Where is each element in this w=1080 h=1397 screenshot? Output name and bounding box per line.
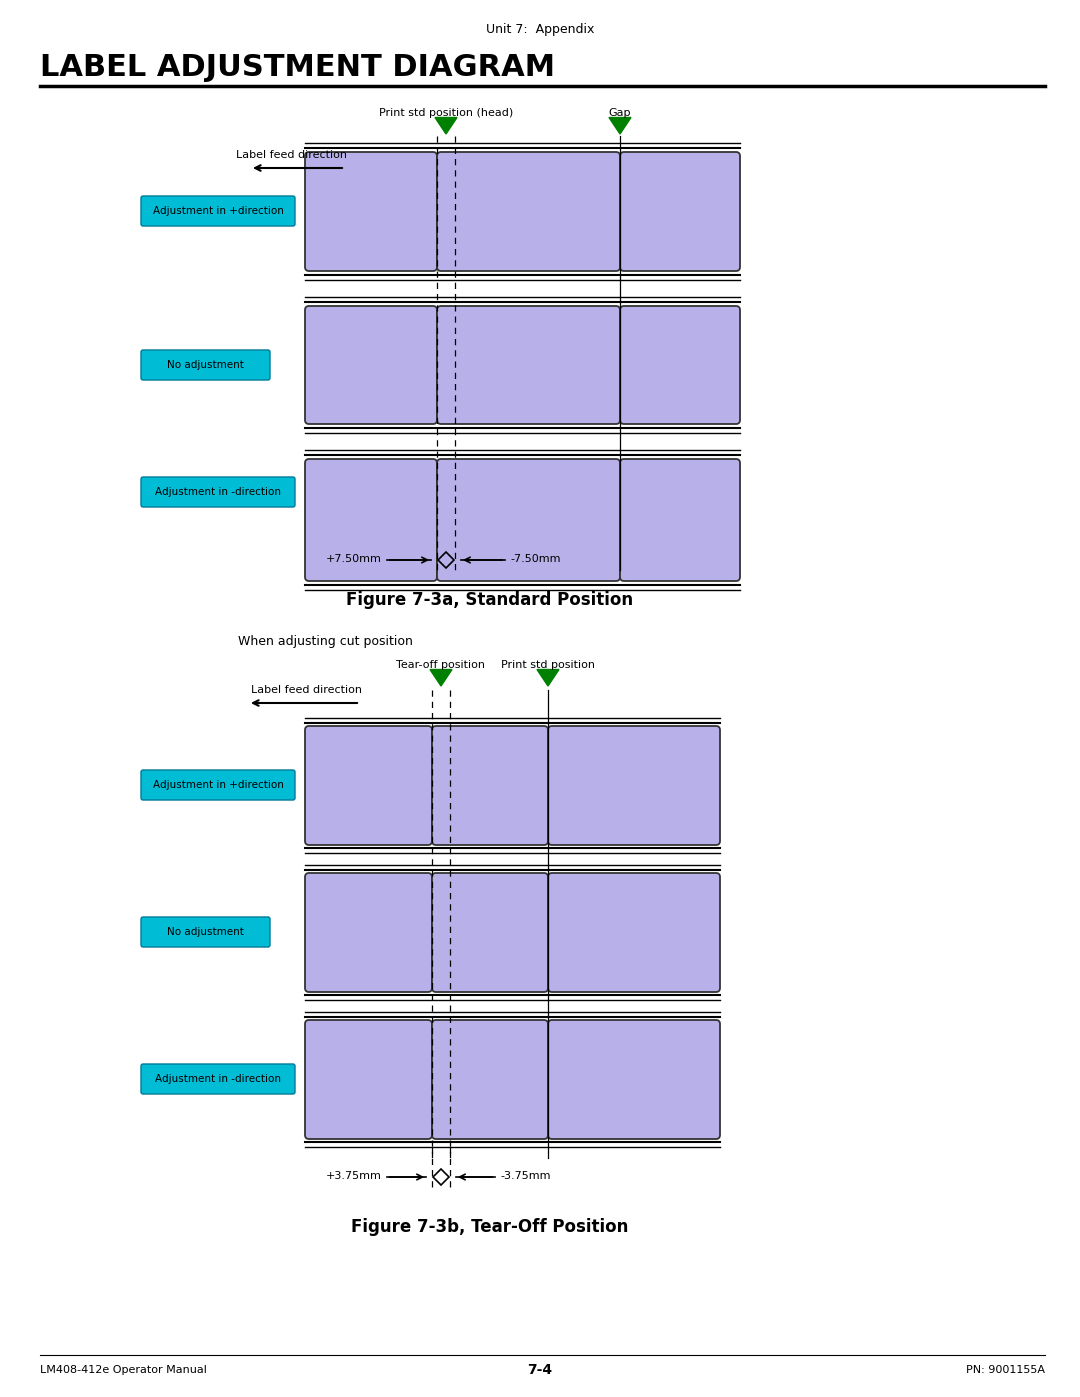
FancyBboxPatch shape <box>548 873 720 992</box>
FancyBboxPatch shape <box>432 1020 548 1139</box>
FancyBboxPatch shape <box>141 916 270 947</box>
Text: Adjustment in +direction: Adjustment in +direction <box>152 780 283 789</box>
Text: 7-4: 7-4 <box>527 1363 553 1377</box>
FancyBboxPatch shape <box>141 196 295 226</box>
Text: Adjustment in +direction: Adjustment in +direction <box>152 205 283 217</box>
FancyBboxPatch shape <box>141 770 295 800</box>
FancyBboxPatch shape <box>437 460 620 581</box>
FancyBboxPatch shape <box>141 1065 295 1094</box>
Text: Label feed direction: Label feed direction <box>251 685 362 694</box>
Text: -7.50mm: -7.50mm <box>510 555 561 564</box>
FancyBboxPatch shape <box>305 306 437 425</box>
Text: -3.75mm: -3.75mm <box>500 1171 551 1180</box>
Text: LM408-412e Operator Manual: LM408-412e Operator Manual <box>40 1365 207 1375</box>
Text: Label feed direction: Label feed direction <box>237 149 347 161</box>
FancyBboxPatch shape <box>305 873 432 992</box>
FancyBboxPatch shape <box>141 351 270 380</box>
FancyBboxPatch shape <box>620 152 740 271</box>
Polygon shape <box>537 669 559 686</box>
FancyBboxPatch shape <box>305 460 437 581</box>
Text: Print std position: Print std position <box>501 659 595 671</box>
FancyBboxPatch shape <box>305 152 437 271</box>
Text: Print std position (head): Print std position (head) <box>379 108 513 117</box>
Polygon shape <box>609 117 631 134</box>
FancyBboxPatch shape <box>305 726 432 845</box>
Text: Adjustment in -direction: Adjustment in -direction <box>156 1074 281 1084</box>
FancyBboxPatch shape <box>305 1020 432 1139</box>
FancyBboxPatch shape <box>141 476 295 507</box>
Text: +3.75mm: +3.75mm <box>326 1171 382 1180</box>
Text: When adjusting cut position: When adjusting cut position <box>238 636 413 648</box>
Text: +7.50mm: +7.50mm <box>326 555 382 564</box>
Text: PN: 9001155A: PN: 9001155A <box>966 1365 1045 1375</box>
Text: Figure 7-3b, Tear-Off Position: Figure 7-3b, Tear-Off Position <box>351 1218 629 1236</box>
Polygon shape <box>430 669 453 686</box>
FancyBboxPatch shape <box>548 726 720 845</box>
Text: No adjustment: No adjustment <box>167 360 244 370</box>
Text: No adjustment: No adjustment <box>167 928 244 937</box>
FancyBboxPatch shape <box>548 1020 720 1139</box>
FancyBboxPatch shape <box>437 152 620 271</box>
Text: Adjustment in -direction: Adjustment in -direction <box>156 488 281 497</box>
FancyBboxPatch shape <box>620 306 740 425</box>
Text: Gap: Gap <box>609 108 631 117</box>
Polygon shape <box>435 117 457 134</box>
Text: Unit 7:  Appendix: Unit 7: Appendix <box>486 24 594 36</box>
FancyBboxPatch shape <box>620 460 740 581</box>
Text: Figure 7-3a, Standard Position: Figure 7-3a, Standard Position <box>347 591 634 609</box>
FancyBboxPatch shape <box>432 873 548 992</box>
Text: LABEL ADJUSTMENT DIAGRAM: LABEL ADJUSTMENT DIAGRAM <box>40 53 555 82</box>
Text: Tear-off position: Tear-off position <box>396 659 486 671</box>
FancyBboxPatch shape <box>432 726 548 845</box>
FancyBboxPatch shape <box>437 306 620 425</box>
